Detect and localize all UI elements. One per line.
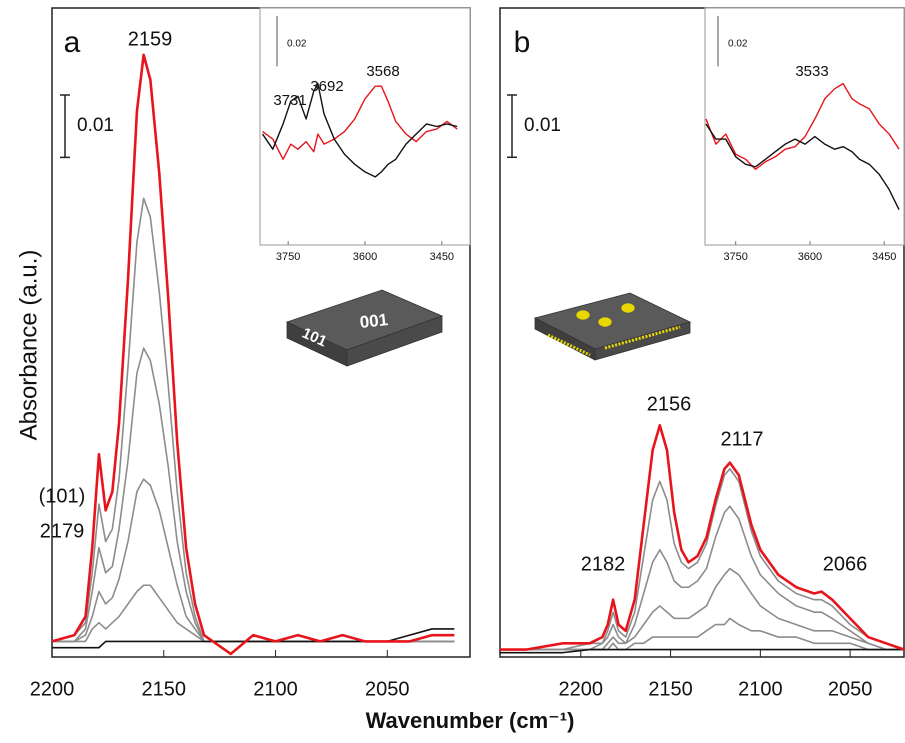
x-tick-label: 3600: [798, 251, 822, 263]
illustration-face: [346, 315, 443, 367]
panel-frame: [499, 7, 905, 658]
spectrum-line: [500, 617, 904, 651]
illustration: [533, 292, 692, 361]
spectrum-line: [500, 424, 905, 651]
peak-label: 2159: [128, 28, 173, 50]
x-tick-label: 2100: [253, 678, 298, 700]
x-axis-title: Wavenumber (cm⁻¹): [366, 708, 575, 733]
x-tick-label: 3750: [723, 251, 747, 263]
x-tick-label: 2150: [648, 678, 693, 700]
spectrum-line: [705, 82, 900, 171]
scale-bar-label: 0.01: [524, 115, 561, 136]
illustration-edge: [604, 325, 681, 350]
spectrum-line: [51, 53, 455, 656]
scale-bar-label: 0.01: [77, 115, 114, 136]
peak-label: 2182: [581, 553, 626, 575]
spectrum-line: [705, 123, 900, 211]
illustration-label: 001: [359, 310, 389, 332]
x-tick-label: 2050: [365, 678, 410, 700]
peak-label: 3692: [310, 78, 343, 95]
peak-label: 3731: [273, 92, 306, 109]
peak-label: 2066: [823, 553, 868, 575]
scale-bar-label: 0.02: [287, 39, 307, 50]
scale-bar-label: 0.02: [728, 39, 748, 50]
panel-label: b: [514, 26, 531, 59]
x-tick-label: 3450: [430, 251, 454, 263]
spectrum-line: [51, 197, 455, 643]
illustration-cluster: [620, 302, 636, 314]
illustration-cluster: [575, 309, 591, 321]
x-tick-label: 2150: [142, 678, 187, 700]
peak-label: 2179: [40, 520, 85, 542]
spectrum-line: [52, 478, 455, 643]
peak-label: 3533: [795, 63, 828, 80]
spectrum-line: [500, 648, 904, 654]
spectrum-line: [500, 505, 904, 651]
spectrum-line: [52, 628, 455, 649]
x-tick-label: 2200: [30, 678, 75, 700]
x-tick-label: 3600: [353, 251, 377, 263]
peak-note: (101): [39, 485, 86, 507]
illustration-edge: [547, 333, 591, 357]
peak-label: 2156: [647, 393, 692, 415]
spectrum-line: [262, 85, 458, 160]
x-tick-label: 3750: [276, 251, 300, 263]
spectrum-line: [261, 82, 458, 178]
x-tick-label: 2050: [828, 678, 873, 700]
x-tick-label: 2200: [559, 678, 604, 700]
spectrum-line: [500, 468, 905, 651]
peak-label: 2117: [720, 428, 763, 450]
illustration-cluster: [597, 316, 613, 328]
inset-frame: [704, 7, 905, 246]
peak-label: 3568: [366, 63, 399, 80]
x-tick-label: 2100: [738, 678, 783, 700]
y-axis-title: Absorbance (a.u.): [15, 250, 42, 441]
x-tick-label: 3450: [872, 251, 896, 263]
spectrum-line: [500, 567, 904, 651]
spectrum-line: [52, 584, 455, 643]
panel-label: a: [64, 26, 81, 59]
